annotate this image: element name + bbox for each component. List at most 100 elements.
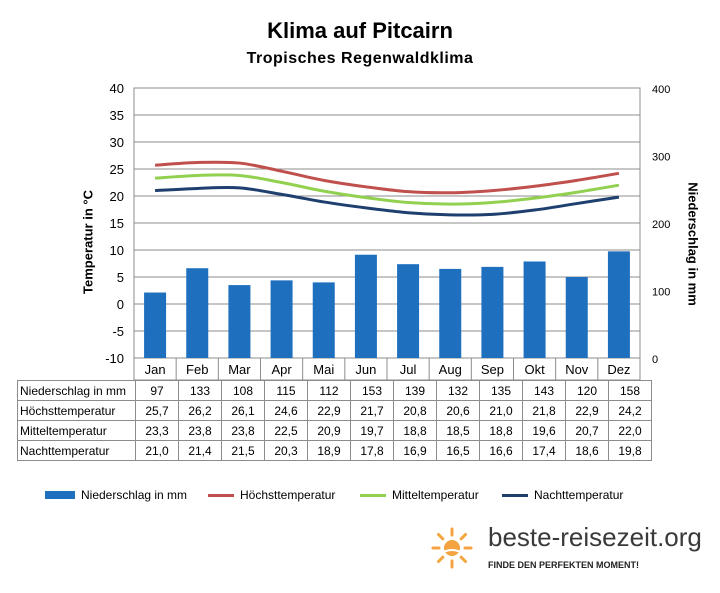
y-left-tick-label: 10 xyxy=(110,243,124,258)
table-cell: 115 xyxy=(264,380,308,401)
table-cell: 16,9 xyxy=(393,440,437,461)
y-left-tick-label: -10 xyxy=(105,351,124,366)
y-right-tick-label: 300 xyxy=(652,152,670,164)
brand-name: beste-reisezeit.org xyxy=(488,522,702,552)
bar-niederschlag xyxy=(144,292,167,358)
table-cell: 22,9 xyxy=(565,400,609,421)
bar-niederschlag xyxy=(228,285,251,358)
legend-item-niederschlag: Niederschlag in mm xyxy=(45,488,187,502)
y-right-tick-label: 400 xyxy=(652,84,670,96)
table-cell: 25,7 xyxy=(135,400,179,421)
table-cell: 20,3 xyxy=(264,440,308,461)
table-cell: 23,8 xyxy=(221,420,265,441)
x-tick-label: Apr xyxy=(271,362,292,377)
x-tick-label: Jan xyxy=(145,362,166,377)
table-cell: 18,9 xyxy=(307,440,351,461)
table-row: Niederschlag in mm 97 133 108 115 112 153 139 13… xyxy=(17,380,652,401)
bar-niederschlag xyxy=(397,264,420,358)
chart-subtitle: Tropisches Regenwaldklima xyxy=(246,50,474,67)
bar-niederschlag xyxy=(523,261,546,358)
legend-label: Nachttemperatur xyxy=(534,488,624,502)
y-left-tick-label: 15 xyxy=(110,216,124,231)
y-left-tick-label: 0 xyxy=(117,297,124,312)
y-right-tick-label: 200 xyxy=(652,219,670,231)
y-axis-left-label: Temperatur in °C xyxy=(80,190,96,294)
table-cell: 24,6 xyxy=(264,400,308,421)
table-cell: 26,2 xyxy=(178,400,222,421)
bar-niederschlag xyxy=(565,277,588,358)
table-cell: 18,8 xyxy=(393,420,437,441)
y-left-tick-label: 40 xyxy=(110,81,124,96)
line-mitteltemperatur xyxy=(154,173,620,206)
table-cell: 16,5 xyxy=(436,440,480,461)
table-cell: 21,0 xyxy=(135,440,179,461)
table-cell: 153 xyxy=(350,380,394,401)
legend-swatch-bar xyxy=(45,491,75,499)
chart-title: Klima auf Pitcairn xyxy=(267,18,453,43)
table-cell: 143 xyxy=(522,380,566,401)
bar-niederschlag xyxy=(270,280,293,358)
legend-item-hoechst: Höchsttemperatur xyxy=(208,488,335,502)
table-cell: 16,6 xyxy=(479,440,523,461)
brand-logo: beste-reisezeit.org FINDE DEN PERFEKTEN … xyxy=(430,522,720,587)
table-cell: 22,5 xyxy=(264,420,308,441)
table-cell: 132 xyxy=(436,380,480,401)
legend-label: Niederschlag in mm xyxy=(81,488,188,502)
table-cell: 21,7 xyxy=(350,400,394,421)
table-cell: 18,6 xyxy=(565,440,609,461)
y-right-tick-label: 100 xyxy=(652,287,670,299)
bar-niederschlag xyxy=(354,254,377,358)
table-cell: 20,8 xyxy=(393,400,437,421)
legend-label: Höchsttemperatur xyxy=(240,488,336,502)
bar-niederschlag xyxy=(481,266,504,358)
y-left-tick-label: 35 xyxy=(110,108,124,123)
x-tick-label: Sep xyxy=(481,362,504,377)
table-cell: 19,6 xyxy=(522,420,566,441)
table-cell: 120 xyxy=(565,380,609,401)
table-cell: 112 xyxy=(307,380,351,401)
legend-swatch-line xyxy=(502,493,528,497)
table-cell: 19,7 xyxy=(350,420,394,441)
bar-niederschlag xyxy=(439,268,462,358)
table-cell: 18,8 xyxy=(479,420,523,441)
y-left-tick-label: 5 xyxy=(117,270,124,285)
table-row: Mitteltemperatur 23,3 23,8 23,8 22,5 20,9 19,7… xyxy=(17,420,652,441)
legend-swatch-line xyxy=(208,493,234,497)
table-row-label: Mitteltemperatur xyxy=(17,420,136,441)
table-row-label: Niederschlag in mm xyxy=(17,380,136,401)
table-cell: 133 xyxy=(178,380,222,401)
table-cell: 158 xyxy=(608,380,652,401)
y-left-tick-label: 20 xyxy=(110,189,124,204)
legend-item-nacht: Nachttemperatur xyxy=(502,488,623,502)
table-cell: 24,2 xyxy=(608,400,652,421)
x-tick-label: Aug xyxy=(439,362,462,377)
line-hoechsttemperatur xyxy=(154,160,620,195)
x-tick-label: Dez xyxy=(607,362,630,377)
bar-niederschlag xyxy=(312,282,335,358)
table-row-label: Nachttemperatur xyxy=(17,440,136,461)
x-tick-label: Mar xyxy=(228,362,251,377)
table-cell: 19,8 xyxy=(608,440,652,461)
legend-swatch-line xyxy=(360,493,386,497)
table-cell: 21,5 xyxy=(221,440,265,461)
table-cell: 23,8 xyxy=(178,420,222,441)
x-tick-label: Okt xyxy=(524,362,545,377)
table-cell: 26,1 xyxy=(221,400,265,421)
y-left-tick-label: -5 xyxy=(112,324,124,339)
x-tick-label: Mai xyxy=(313,362,334,377)
table-cell: 17,4 xyxy=(522,440,566,461)
table-cell: 23,3 xyxy=(135,420,179,441)
x-tick-label: Jun xyxy=(355,362,376,377)
table-cell: 97 xyxy=(135,380,179,401)
table-cell: 22,0 xyxy=(608,420,652,441)
table-cell: 20,9 xyxy=(307,420,351,441)
sun-logo-icon xyxy=(431,527,473,569)
table-row: Höchsttemperatur 25,7 26,2 26,1 24,6 22,9 21,7… xyxy=(17,400,652,421)
data-table: Niederschlag in mm 97 133 108 115 112 153 139 13… xyxy=(17,380,652,461)
table-cell: 139 xyxy=(393,380,437,401)
x-tick-label: Nov xyxy=(565,362,589,377)
bar-niederschlag xyxy=(186,268,209,358)
brand-slogan: FINDE DEN PERFEKTEN MOMENT! xyxy=(488,560,640,570)
line-nachttemperatur xyxy=(155,186,620,217)
